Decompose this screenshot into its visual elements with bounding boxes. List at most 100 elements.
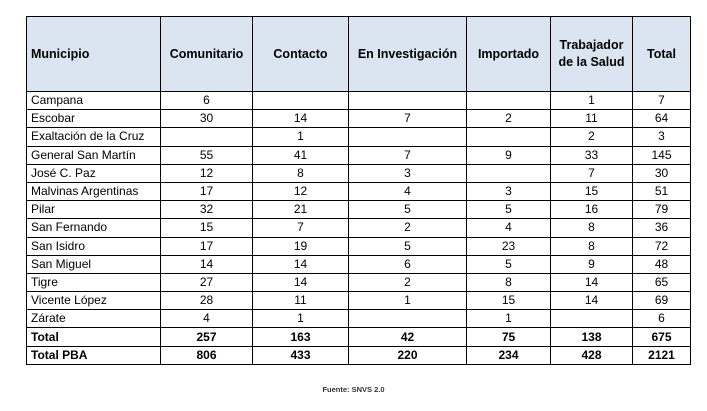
municipality-cell: Total PBA	[26, 345, 161, 365]
table-body: Campana 6 1 7 Escobar 30 14 7 2 11 64 Exaltación de…	[26, 90, 691, 365]
municipality-cell: Exaltación de la Cruz	[26, 127, 161, 147]
value-cell: 2	[348, 218, 467, 238]
value-cell: 145	[632, 145, 691, 165]
table-row: General San Martín 55 41 7 9 33 145	[26, 145, 691, 165]
header-comunitario: Comunitario	[160, 16, 253, 92]
value-cell: 16	[550, 200, 633, 220]
value-cell: 7	[550, 163, 633, 183]
value-cell: 9	[550, 254, 633, 274]
value-cell: 4	[466, 218, 551, 238]
source-note: Fuente: SNVS 2.0	[322, 385, 385, 394]
value-cell: 15	[160, 218, 253, 238]
value-cell: 220	[348, 345, 467, 365]
value-cell: 12	[252, 181, 349, 202]
table-row: Vicente López 28 11 1 15 14 69	[26, 291, 691, 311]
value-cell: 806	[160, 345, 253, 365]
value-cell: 27	[160, 272, 253, 293]
header-contacto: Contacto	[252, 16, 349, 92]
value-cell: 14	[550, 291, 633, 311]
value-cell	[466, 90, 551, 111]
value-cell: 1	[252, 309, 349, 329]
value-cell: 17	[160, 236, 253, 256]
value-cell: 7	[252, 218, 349, 238]
value-cell: 5	[466, 200, 551, 220]
municipality-cell: Tigre	[26, 272, 161, 293]
value-cell: 9	[466, 145, 551, 165]
municipality-cell: Total	[26, 327, 161, 347]
value-cell: 2	[466, 109, 551, 129]
value-cell: 14	[252, 109, 349, 129]
value-cell: 65	[632, 272, 691, 293]
value-cell: 21	[252, 200, 349, 220]
value-cell	[348, 127, 467, 147]
value-cell: 3	[348, 163, 467, 183]
value-cell: 36	[632, 218, 691, 238]
header-importado: Importado	[466, 16, 551, 92]
value-cell: 30	[160, 109, 253, 129]
value-cell: 234	[466, 345, 551, 365]
header-total: Total	[632, 16, 691, 92]
value-cell: 1	[348, 291, 467, 311]
value-cell: 12	[160, 163, 253, 183]
municipality-cell: Vicente López	[26, 291, 161, 311]
value-cell: 11	[550, 109, 633, 129]
value-cell: 7	[348, 109, 467, 129]
value-cell	[160, 127, 253, 147]
value-cell: 48	[632, 254, 691, 274]
municipality-cell: Zárate	[26, 309, 161, 329]
value-cell: 433	[252, 345, 349, 365]
value-cell: 7	[348, 145, 467, 165]
municipality-cell: General San Martín	[26, 145, 161, 165]
value-cell: 8	[550, 236, 633, 256]
value-cell: 4	[348, 181, 467, 202]
value-cell: 5	[466, 254, 551, 274]
table-row: San Miguel 14 14 6 5 9 48	[26, 254, 691, 274]
table-row: José C. Paz 12 8 3 7 30	[26, 163, 691, 183]
value-cell: 42	[348, 327, 467, 347]
value-cell	[550, 309, 633, 329]
value-cell: 5	[348, 200, 467, 220]
value-cell: 428	[550, 345, 633, 365]
value-cell: 3	[632, 127, 691, 147]
cases-by-municipality-table: Municipio Comunitario Contacto En Invest…	[26, 16, 691, 365]
value-cell: 3	[466, 181, 551, 202]
municipality-cell: Escobar	[26, 109, 161, 129]
value-cell: 28	[160, 291, 253, 311]
value-cell: 257	[160, 327, 253, 347]
header-row: Municipio Comunitario Contacto En Invest…	[26, 16, 691, 92]
value-cell: 19	[252, 236, 349, 256]
value-cell: 41	[252, 145, 349, 165]
value-cell: 4	[160, 309, 253, 329]
municipality-cell: Campana	[26, 90, 161, 111]
table-row: Campana 6 1 7	[26, 90, 691, 111]
value-cell: 79	[632, 200, 691, 220]
value-cell: 17	[160, 181, 253, 202]
value-cell: 33	[550, 145, 633, 165]
value-cell: 14	[252, 254, 349, 274]
value-cell: 75	[466, 327, 551, 347]
value-cell: 23	[466, 236, 551, 256]
municipality-cell: San Miguel	[26, 254, 161, 274]
value-cell: 6	[632, 309, 691, 329]
value-cell: 11	[252, 291, 349, 311]
value-cell: 15	[466, 291, 551, 311]
value-cell: 69	[632, 291, 691, 311]
value-cell: 6	[348, 254, 467, 274]
header-trabajador-salud: Trabajador de la Salud	[550, 16, 633, 92]
header-municipio: Municipio	[26, 16, 161, 92]
value-cell: 163	[252, 327, 349, 347]
value-cell: 7	[632, 90, 691, 111]
value-cell: 6	[160, 90, 253, 111]
value-cell: 15	[550, 181, 633, 202]
value-cell	[466, 127, 551, 147]
value-cell	[348, 90, 467, 111]
total-row: Total 257 163 42 75 138 675	[26, 327, 691, 347]
municipality-cell: Malvinas Argentinas	[26, 181, 161, 202]
municipality-cell: José C. Paz	[26, 163, 161, 183]
table-row: San Isidro 17 19 5 23 8 72	[26, 236, 691, 256]
value-cell: 1	[252, 127, 349, 147]
value-cell: 2	[550, 127, 633, 147]
value-cell: 138	[550, 327, 633, 347]
cases-table-container: Municipio Comunitario Contacto En Invest…	[26, 16, 691, 365]
value-cell: 2121	[632, 345, 691, 365]
